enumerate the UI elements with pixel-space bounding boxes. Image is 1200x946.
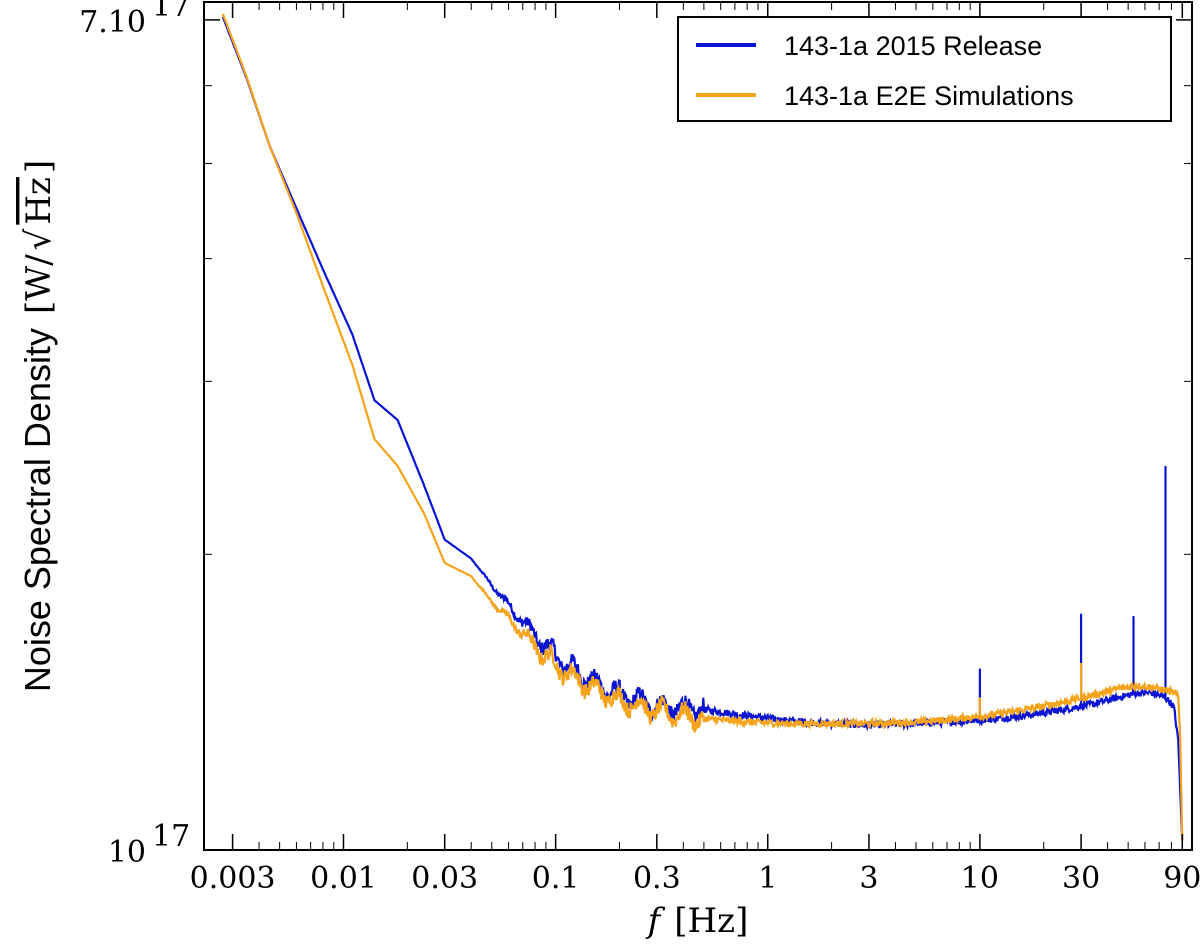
y-axis-title: Noise Spectral Density [W/ √ Hz ] [17, 160, 59, 692]
y-axis-label: Noise Spectral Density [17, 328, 58, 692]
y-axis-unit-close: ] [19, 160, 59, 173]
series-e2e [221, 13, 1184, 842]
x-axis-label-unit: [Hz] [674, 901, 748, 941]
y-tick-label: 7.10 [79, 5, 146, 40]
svg-text:Noise Spectral Density [: Noise Spectral Density [W/ √ Hz ] [17, 160, 59, 692]
legend-label-release: 143-1a 2015 Release [784, 31, 1042, 61]
x-tick-label: 0.03 [411, 861, 478, 896]
plot-frame [203, 1, 1193, 851]
legend-box [677, 16, 1172, 122]
x-tick-label: 0.1 [532, 861, 580, 896]
x-tick-label: 30 [1062, 861, 1100, 896]
y-axis-unit-inner: Hz [19, 177, 59, 225]
x-axis-label-var: f [645, 901, 666, 941]
x-tick-label: 90 [1163, 861, 1200, 896]
y-tick-label: 10 [108, 835, 146, 870]
x-axis-title: f [Hz] [645, 901, 749, 941]
series-layer [221, 13, 1184, 842]
x-tick-label: 0.003 [190, 861, 276, 896]
y-axis-unit-sqrt: √ [19, 228, 59, 250]
y-axis-unit-open: [W/ [19, 254, 59, 314]
legend: 143-1a 2015 Release 143-1a E2E Simulatio… [677, 16, 1172, 122]
y-tick-exponent: 17 [152, 819, 190, 854]
x-tick-label: 1 [758, 861, 777, 896]
series-line [221, 13, 1184, 842]
x-tick-label: 3 [859, 861, 878, 896]
y-tick-exponent: 17 [152, 0, 190, 24]
x-tick-label: 0.3 [633, 861, 681, 896]
legend-label-e2e: 143-1a E2E Simulations [784, 81, 1074, 111]
x-tick-label: 0.01 [310, 861, 377, 896]
x-tick-label: 10 [961, 861, 999, 896]
